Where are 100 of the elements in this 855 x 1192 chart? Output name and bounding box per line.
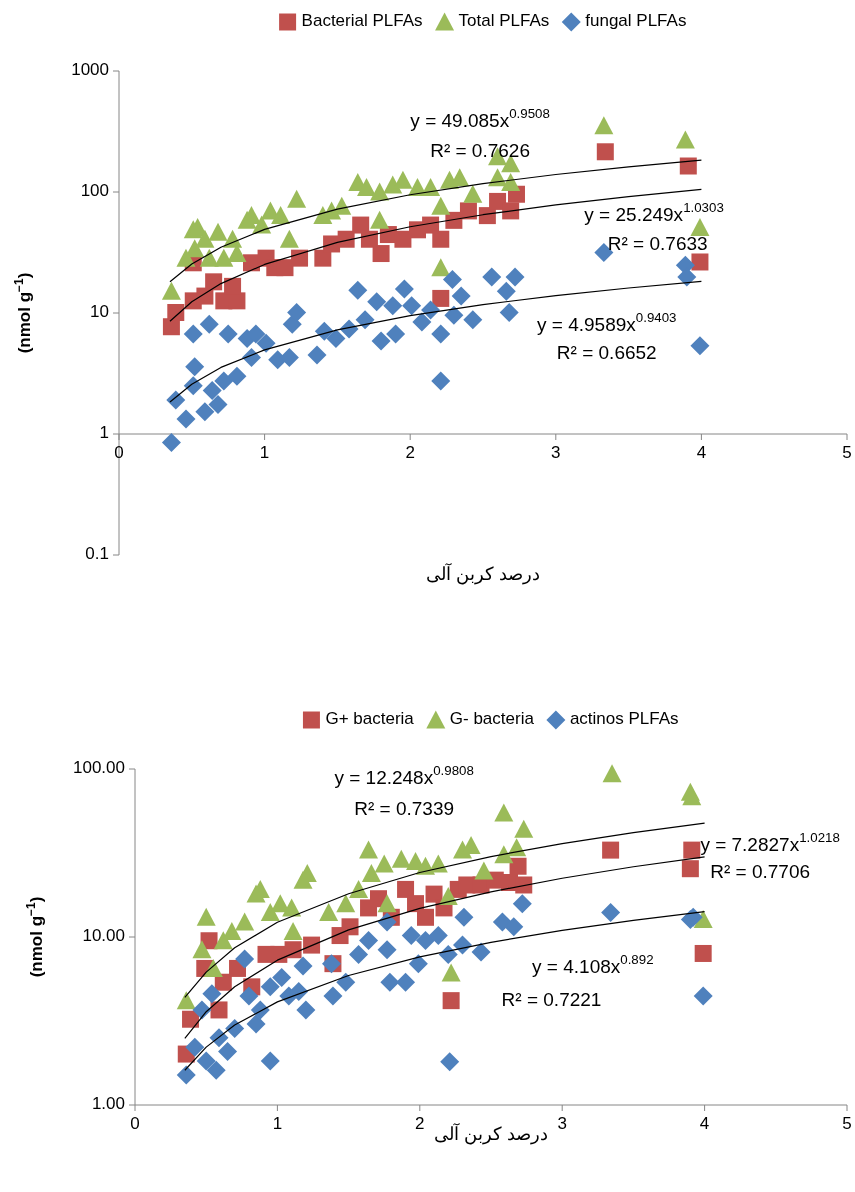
point bbox=[176, 991, 196, 1010]
legend-label: actinos PLFAs bbox=[569, 709, 679, 729]
point bbox=[205, 273, 223, 291]
point bbox=[482, 267, 502, 287]
x-axis-title: درصد کربن آلی bbox=[425, 563, 541, 585]
y-tick-label: 0.1 bbox=[85, 544, 109, 564]
point bbox=[679, 157, 697, 175]
legend-label: G- bacteria bbox=[449, 709, 535, 729]
legend-label: G+ bacteria bbox=[325, 709, 415, 729]
point bbox=[214, 248, 234, 267]
point bbox=[693, 986, 713, 1006]
point bbox=[596, 143, 614, 161]
point bbox=[463, 184, 483, 203]
point bbox=[341, 918, 359, 936]
point bbox=[492, 912, 512, 932]
y-tick-label: 1 bbox=[99, 423, 109, 443]
y-tick-label: 100.00 bbox=[73, 758, 125, 778]
point bbox=[391, 849, 411, 868]
point bbox=[451, 286, 471, 306]
point bbox=[161, 433, 181, 453]
point bbox=[185, 1037, 205, 1057]
legend-label: Total PLFAs bbox=[458, 11, 550, 31]
point bbox=[183, 324, 203, 344]
point bbox=[287, 302, 307, 322]
point bbox=[438, 944, 458, 964]
point bbox=[386, 324, 406, 344]
point bbox=[383, 296, 403, 316]
point bbox=[428, 926, 448, 946]
point bbox=[432, 289, 450, 307]
point bbox=[505, 267, 525, 287]
point bbox=[167, 303, 185, 321]
annotation: R² = 0.7339 bbox=[354, 798, 455, 820]
point bbox=[474, 861, 494, 880]
point bbox=[210, 1001, 228, 1019]
annotation: y = 4.108x$^{0.892}$ bbox=[532, 951, 654, 977]
point bbox=[349, 944, 369, 964]
point bbox=[370, 182, 390, 201]
point bbox=[296, 1000, 316, 1020]
point bbox=[256, 333, 276, 353]
point bbox=[214, 371, 234, 391]
point bbox=[202, 380, 222, 400]
x-tick-label: 4 bbox=[696, 443, 707, 462]
point bbox=[401, 926, 421, 946]
x-tick-label: 5 bbox=[842, 1114, 852, 1133]
point bbox=[377, 894, 397, 913]
point bbox=[675, 130, 695, 149]
point bbox=[440, 1052, 460, 1072]
point bbox=[402, 296, 422, 316]
point bbox=[412, 312, 432, 332]
point bbox=[279, 347, 299, 367]
point bbox=[416, 931, 435, 951]
point bbox=[336, 894, 356, 913]
point bbox=[504, 917, 524, 937]
x-tick-label: 1 bbox=[259, 443, 270, 462]
point bbox=[246, 1014, 266, 1034]
point bbox=[408, 954, 428, 974]
point bbox=[307, 345, 327, 365]
x-axis-title: درصد کربن آلی bbox=[433, 1123, 549, 1145]
point bbox=[276, 259, 294, 277]
x-tick-label: 1 bbox=[272, 1114, 283, 1133]
point bbox=[359, 931, 379, 951]
point bbox=[397, 880, 415, 898]
point bbox=[283, 921, 303, 940]
point bbox=[383, 175, 403, 194]
point bbox=[374, 854, 394, 873]
point bbox=[319, 902, 339, 921]
y-tick-label: 1000 bbox=[71, 60, 109, 80]
point bbox=[323, 986, 343, 1006]
point bbox=[471, 942, 491, 962]
point bbox=[442, 270, 462, 290]
point bbox=[218, 1042, 238, 1062]
annotation: R² = 0.7626 bbox=[430, 139, 530, 161]
point bbox=[176, 248, 196, 267]
point bbox=[199, 314, 219, 334]
point bbox=[182, 1010, 200, 1028]
x-tick-label: 0 bbox=[114, 443, 124, 462]
point bbox=[282, 314, 302, 334]
point bbox=[454, 907, 474, 927]
point bbox=[185, 357, 205, 377]
x-tick-label: 5 bbox=[842, 443, 852, 462]
point bbox=[218, 324, 238, 344]
point bbox=[367, 292, 387, 312]
point bbox=[377, 940, 397, 960]
annotation: R² = 0.7633 bbox=[607, 233, 708, 255]
point bbox=[209, 1028, 229, 1048]
y-tick-label: 10.00 bbox=[82, 926, 125, 946]
point bbox=[235, 949, 255, 969]
point bbox=[196, 1051, 216, 1071]
point bbox=[195, 402, 215, 422]
annotation: y = 7.2827x$^{1.0218}$ bbox=[700, 829, 840, 855]
point bbox=[594, 116, 614, 135]
x-tick-label: 3 bbox=[551, 443, 561, 462]
point bbox=[208, 222, 228, 241]
point bbox=[431, 371, 451, 391]
y-tick-label: 100 bbox=[80, 181, 109, 201]
point bbox=[396, 972, 416, 992]
point bbox=[332, 196, 352, 215]
annotation: y = 49.085x$^{0.9508}$ bbox=[410, 105, 550, 131]
point bbox=[352, 216, 370, 234]
point bbox=[203, 958, 223, 977]
